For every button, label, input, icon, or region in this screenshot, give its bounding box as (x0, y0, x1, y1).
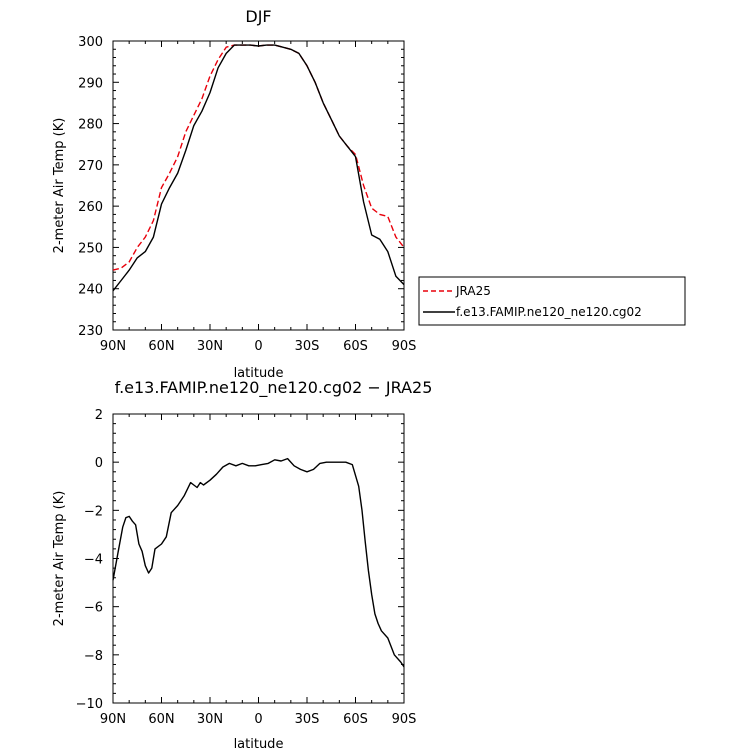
y-tick-label: 240 (78, 283, 103, 298)
x-tick-label: 90N (100, 339, 126, 354)
difference-line (112, 457, 405, 668)
y-tick-label: −6 (84, 601, 103, 616)
y-tick-label: 2 (95, 408, 103, 423)
legend-box (418, 276, 686, 326)
y-tick-label: 260 (78, 200, 103, 215)
x-tick-label: 60S (343, 339, 368, 354)
x-axis-label: latitude (234, 366, 284, 381)
y-tick-label: 250 (78, 241, 103, 256)
x-tick-label: 90S (392, 712, 417, 727)
y-tick-label: 280 (78, 118, 103, 133)
legend: JRA25 f.e13.FAMIP.ne120_ne120.cg02 (418, 276, 686, 326)
x-tick-label: 30S (295, 712, 320, 727)
x-tick-label: 30S (295, 339, 320, 354)
x-tick-label: 30N (197, 712, 223, 727)
y-tick-label: 0 (95, 456, 103, 471)
x-tick-label: 30N (197, 339, 223, 354)
y-tick-label: −8 (84, 649, 103, 664)
series-line-jra25 (112, 44, 405, 271)
x-tick-label: 0 (254, 712, 262, 727)
x-tick-label: 90S (392, 339, 417, 354)
y-tick-label: 290 (78, 76, 103, 91)
y-axis-label: 2-meter Air Temp (K) (52, 491, 67, 627)
top-panel: 90N 60N 30N 0 30S 60S 90S 230 240 250 260 270 280 290… (52, 7, 416, 381)
series-line-f-e13-famip-ne120-ne120-cg02 (112, 44, 405, 292)
plot-frame (112, 413, 405, 704)
chart-title: f.e13.FAMIP.ne120_ne120.cg02 − JRA25 (115, 378, 433, 398)
x-tick-label: 90N (100, 712, 126, 727)
x-axis-label: latitude (234, 737, 284, 752)
x-tick-label: 0 (254, 339, 262, 354)
y-axis-label: 2-meter Air Temp (K) (52, 118, 67, 254)
y-tick-label: 300 (78, 35, 103, 50)
y-tick-label: −4 (84, 553, 103, 568)
chart-title: DJF (245, 7, 271, 26)
y-tick-label: −2 (84, 504, 103, 519)
legend-label: f.e13.FAMIP.ne120_ne120.cg02 (456, 305, 642, 319)
bottom-panel: 90N 60N 30N 0 30S 60S 90S −10 −8 −6 −4 −2 0 2 f.e13.FA… (52, 378, 432, 752)
x-tick-label: 60S (343, 712, 368, 727)
y-tick-label: 230 (78, 324, 103, 339)
y-tick-label: −10 (76, 697, 103, 712)
x-tick-label: 60N (148, 712, 174, 727)
legend-label: JRA25 (455, 284, 491, 298)
y-tick-label: 270 (78, 159, 103, 174)
x-tick-label: 60N (148, 339, 174, 354)
